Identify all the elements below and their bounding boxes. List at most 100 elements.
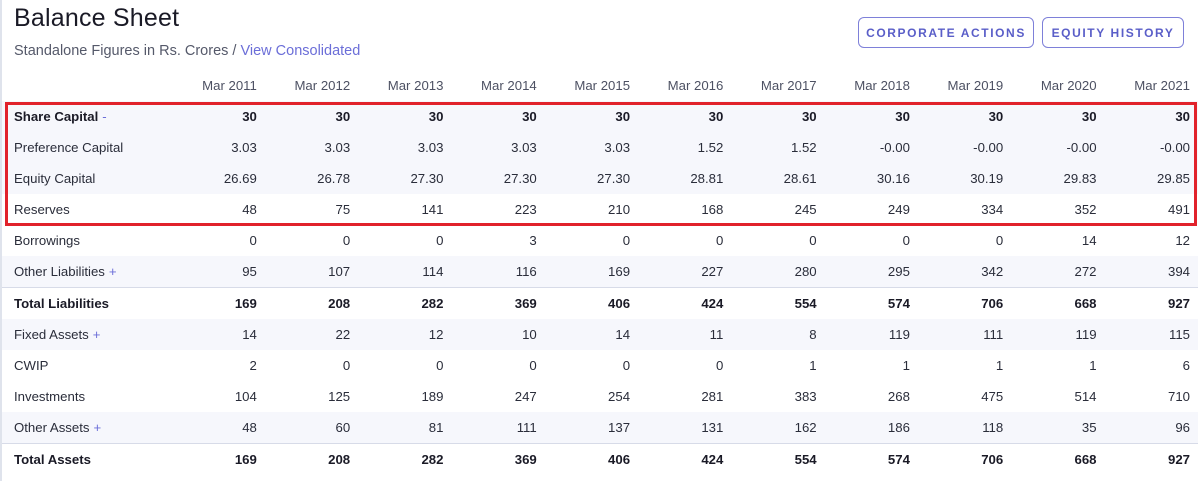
table-row-preference-capital: Preference Capital 3.03 3.03 3.03 3.03 3.03 1.… [2, 132, 1198, 163]
table-cell: 1.52 [638, 132, 732, 163]
table-cell: 706 [917, 442, 1012, 475]
balance-sheet-table: Mar 2011 Mar 2012 Mar 2013 Mar 2014 Mar 2015… [2, 70, 1198, 475]
table-cell: 210 [608, 202, 631, 217]
table-cell: 162 [731, 412, 825, 443]
table-cell: 247 [514, 389, 537, 404]
table-cell: 11 [638, 319, 732, 350]
table-cell: 30.16 [824, 163, 918, 194]
row-label-text: Reserves [14, 202, 70, 217]
expand-toggle[interactable]: + [92, 327, 101, 342]
year-header: Mar 2018 [854, 78, 910, 93]
table-cell: 424 [638, 442, 732, 475]
table-cell: 30 [358, 101, 452, 132]
row-label-reserves: Reserves [2, 194, 172, 225]
table-cell: 75 [335, 202, 351, 217]
table-cell: 927 [1104, 442, 1198, 475]
table-cell: -0.00 [824, 132, 918, 163]
table-cell: 30 [451, 101, 545, 132]
table-cell: 295 [824, 256, 918, 287]
corporate-actions-button[interactable]: CORPORATE ACTIONS [858, 17, 1034, 48]
table-cell: 0 [809, 233, 817, 248]
year-header: Mar 2012 [294, 78, 351, 93]
table-cell: 35 [1011, 412, 1105, 443]
row-label-other-liabilities[interactable]: Other Liabilities + [2, 256, 172, 287]
table-cell: 208 [264, 286, 359, 319]
table-cell: 2 [249, 358, 257, 373]
table-cell: 342 [917, 256, 1012, 287]
table-cell: 81 [358, 412, 452, 443]
table-cell: 227 [638, 256, 732, 287]
table-cell: 169 [171, 442, 265, 475]
table-cell: 710 [1167, 389, 1190, 404]
view-consolidated-link[interactable]: View Consolidated [240, 43, 361, 59]
row-label-total-assets: Total Assets [2, 442, 172, 475]
table-cell: 3 [529, 233, 537, 248]
year-header: Mar 2014 [481, 78, 537, 93]
table-cell: 0 [995, 233, 1004, 248]
row-label-text: Share Capital [14, 109, 99, 124]
row-label-borrowings: Borrowings [2, 225, 172, 256]
table-cell: 3.03 [451, 132, 545, 163]
table-cell: 574 [824, 286, 918, 319]
table-cell: 0 [436, 358, 444, 373]
table-cell: 3.03 [544, 132, 639, 163]
table-cell: 491 [1167, 202, 1190, 217]
table-row-cwip: CWIP 2 0 0 0 0 0 1 1 1 1 6 [2, 350, 1198, 381]
table-row-share-capital: Share Capital -30 30 30 30 30 30 30 30 30 30 30 [2, 101, 1198, 132]
table-cell: 30 [264, 101, 359, 132]
table-cell: 554 [731, 442, 825, 475]
table-cell: 554 [731, 286, 825, 319]
table-cell: 282 [358, 286, 452, 319]
table-cell: 186 [824, 412, 918, 443]
table-row-fixed-assets: Fixed Assets +14 22 12 10 14 11 8 119 111 119 115 [2, 319, 1198, 350]
table-cell: 111 [917, 319, 1012, 350]
row-label-total-liabilities: Total Liabilities [2, 286, 172, 319]
table-cell: 137 [544, 412, 639, 443]
table-cell: 1 [809, 358, 817, 373]
row-label-share-capital[interactable]: Share Capital - [2, 101, 172, 132]
equity-history-button[interactable]: EQUITY HISTORY [1042, 17, 1184, 48]
table-row-other-assets: Other Assets +48 60 81 111 137 131 162 186 118 35 9… [2, 412, 1198, 443]
page-title: Balance Sheet [14, 4, 180, 32]
expand-toggle[interactable]: + [93, 419, 102, 435]
table-cell: 104 [234, 389, 257, 404]
table-cell: 22 [264, 319, 359, 350]
row-label-text: Total Assets [14, 451, 91, 467]
year-header: Mar 2017 [760, 78, 817, 93]
table-cell: 514 [1074, 389, 1097, 404]
table-cell: 118 [917, 412, 1012, 443]
row-label-other-assets[interactable]: Other Assets + [2, 412, 172, 443]
table-cell: 706 [917, 286, 1012, 319]
table-cell: 245 [794, 202, 817, 217]
table-row-total-assets: Total Assets 169 208 282 369 406 424 554 574 706 6… [2, 442, 1198, 475]
table-cell: 30 [544, 101, 639, 132]
table-cell: 0 [436, 233, 444, 248]
subtitle-text: Standalone Figures in Rs. Crores / [14, 43, 241, 59]
row-label-text: Total Liabilities [14, 295, 110, 311]
expand-toggle[interactable]: + [108, 263, 117, 279]
row-label-text: Preference Capital [14, 140, 124, 155]
year-header: Mar 2019 [947, 78, 1004, 93]
collapse-toggle[interactable]: - [102, 109, 107, 124]
table-row-investments: Investments 104 125 189 247 254 281 383 268 475 51… [2, 381, 1198, 412]
table-cell: 475 [981, 389, 1004, 404]
table-cell: 26.78 [264, 163, 359, 194]
table-cell: 668 [1011, 286, 1105, 319]
row-label-text: Other Liabilities [14, 263, 105, 279]
table-cell: 249 [887, 202, 910, 217]
table-row-total-liabilities: Total Liabilities 169 208 282 369 406 424 554 57… [2, 286, 1198, 319]
row-label-fixed-assets[interactable]: Fixed Assets + [2, 319, 172, 350]
table-cell: -0.00 [1104, 132, 1198, 163]
table-cell: 14 [544, 319, 639, 350]
table-cell: 30 [1011, 101, 1105, 132]
table-cell: -0.00 [1011, 132, 1105, 163]
page-subtitle: Standalone Figures in Rs. Crores / View … [14, 43, 360, 59]
table-cell: 48 [242, 202, 257, 217]
table-cell: -0.00 [917, 132, 1012, 163]
row-label-equity-capital: Equity Capital [2, 163, 172, 194]
row-label-preference-capital: Preference Capital [2, 132, 172, 163]
table-cell: 208 [264, 442, 359, 475]
table-cell: 27.30 [451, 163, 545, 194]
table-cell: 352 [1074, 202, 1097, 217]
table-cell: 1 [902, 358, 910, 373]
